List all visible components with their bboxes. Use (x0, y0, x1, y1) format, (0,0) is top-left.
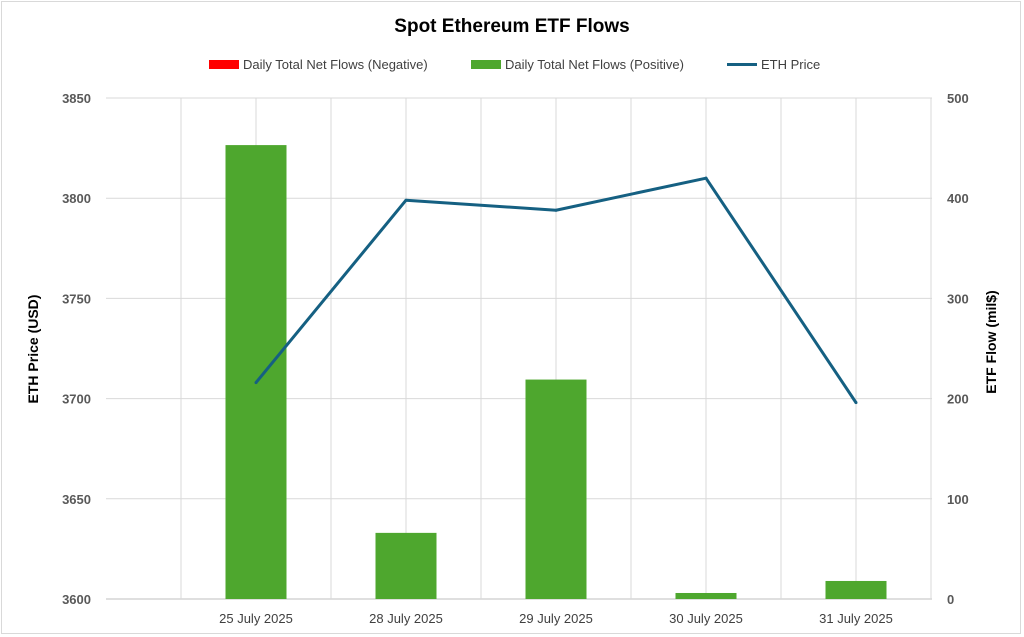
right-tick-label: 100 (947, 492, 969, 507)
legend-label-negative: Daily Total Net Flows (Negative) (243, 57, 428, 72)
legend: Daily Total Net Flows (Negative) Daily T… (209, 57, 820, 72)
bar-5 (825, 580, 887, 599)
x-axis-ticks: 25 July 2025 28 July 2025 29 July 2025 30 J… (219, 611, 893, 626)
bar-2 (375, 532, 437, 599)
bars (225, 145, 887, 599)
chart-title: Spot Ethereum ETF Flows (394, 16, 629, 37)
legend-label-positive: Daily Total Net Flows (Positive) (505, 57, 684, 72)
bar-4 (675, 592, 737, 599)
x-tick-label: 28 July 2025 (369, 611, 443, 626)
left-tick-label: 3750 (62, 291, 91, 306)
left-tick-label: 3600 (62, 592, 91, 607)
bar-3 (525, 379, 587, 599)
right-axis-title: ETF Flow (mil$) (983, 290, 999, 393)
right-tick-label: 500 (947, 91, 969, 106)
right-tick-label: 400 (947, 191, 969, 206)
legend-label-eth-price: ETH Price (761, 57, 820, 72)
right-axis-ticks: 0 100 200 300 400 500 (947, 91, 969, 607)
left-axis-ticks: 3600 3650 3700 3750 3800 3850 (62, 91, 91, 607)
left-tick-label: 3650 (62, 492, 91, 507)
price-line (254, 176, 858, 405)
legend-swatch-negative (209, 60, 239, 69)
bar-1 (225, 145, 287, 599)
left-tick-label: 3700 (62, 392, 91, 407)
x-tick-label: 30 July 2025 (669, 611, 743, 626)
eth-price-point (854, 401, 858, 405)
eth-price-point (254, 381, 258, 385)
right-tick-label: 200 (947, 392, 969, 407)
x-tick-label: 29 July 2025 (519, 611, 593, 626)
left-tick-label: 3850 (62, 91, 91, 106)
right-tick-label: 0 (947, 592, 954, 607)
x-tick-label: 25 July 2025 (219, 611, 293, 626)
eth-price-point (704, 176, 708, 180)
left-tick-label: 3800 (62, 191, 91, 206)
left-axis-title: ETH Price (USD) (25, 295, 41, 404)
right-tick-label: 300 (947, 291, 969, 306)
eth-price-point (404, 198, 408, 202)
legend-swatch-positive (471, 60, 501, 69)
x-tick-label: 31 July 2025 (819, 611, 893, 626)
eth-price-point (554, 208, 558, 212)
